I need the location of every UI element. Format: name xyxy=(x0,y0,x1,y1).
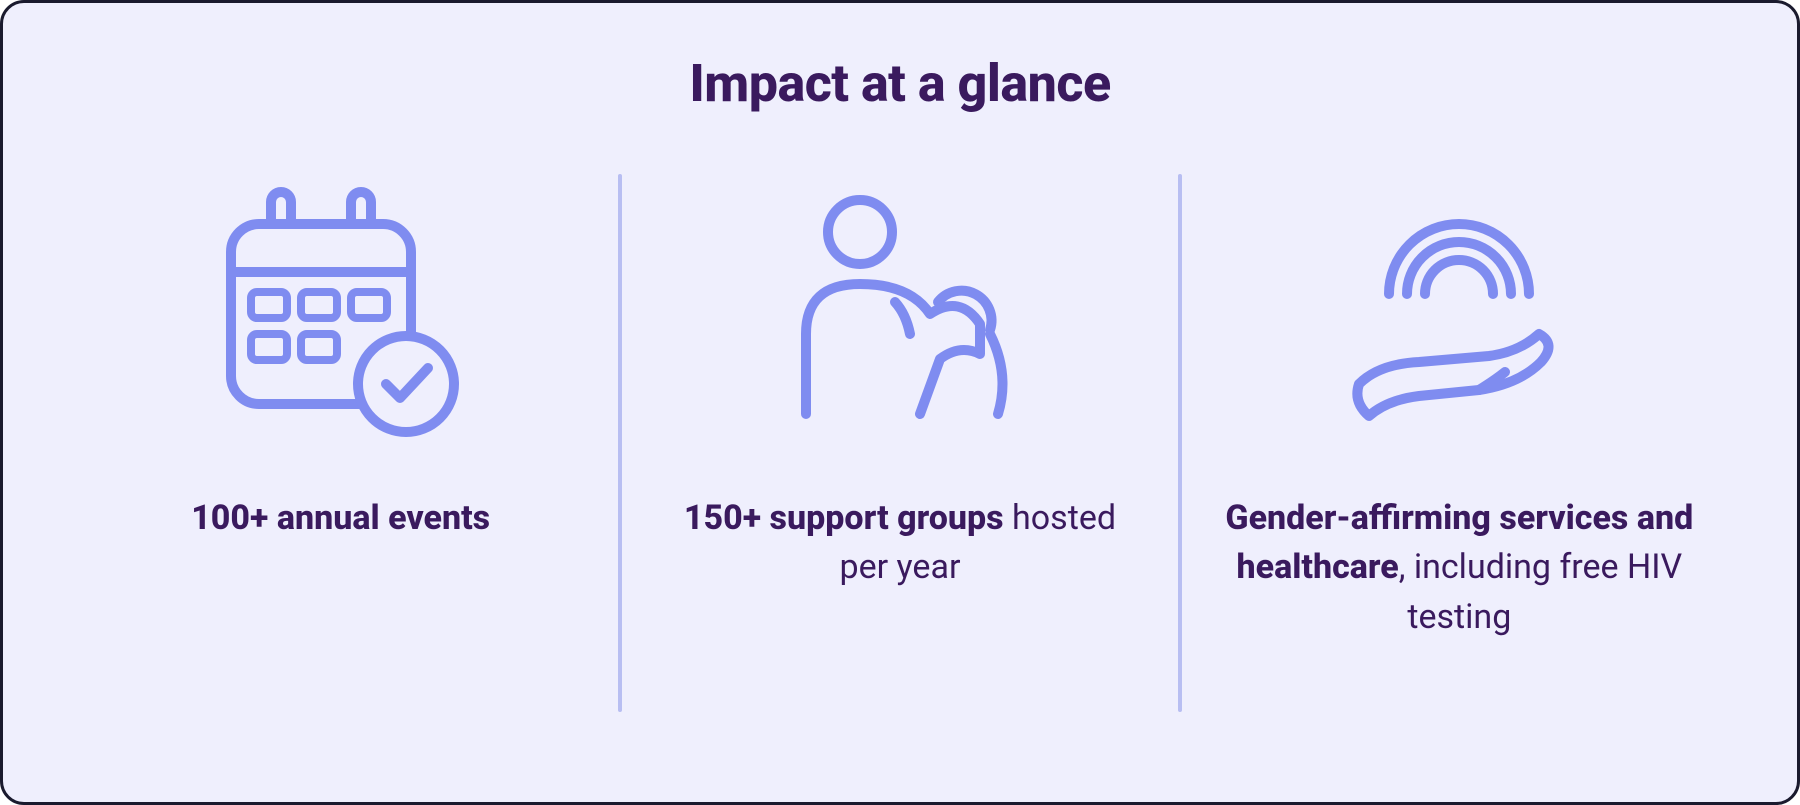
column-events: 100+ annual events xyxy=(63,144,618,742)
caption-normal: , including free HIV testing xyxy=(1399,547,1682,636)
impact-card: Impact at a glance xyxy=(0,0,1800,805)
caption-support: 150+ support groups hosted per year xyxy=(662,494,1137,593)
card-title: Impact at a glance xyxy=(63,53,1737,114)
column-healthcare: Gender-affirming services and healthcare… xyxy=(1182,144,1737,742)
caption-bold: 150+ support groups xyxy=(684,498,1004,538)
columns-row: 100+ annual events xyxy=(63,144,1737,742)
caption-healthcare: Gender-affirming services and healthcare… xyxy=(1222,494,1697,642)
support-people-icon xyxy=(760,174,1040,454)
rainbow-hand-icon xyxy=(1309,174,1609,454)
column-support: 150+ support groups hosted per year xyxy=(622,144,1177,742)
caption-events: 100+ annual events xyxy=(191,494,490,543)
calendar-check-icon xyxy=(211,174,471,454)
caption-bold: 100+ annual events xyxy=(191,498,490,538)
